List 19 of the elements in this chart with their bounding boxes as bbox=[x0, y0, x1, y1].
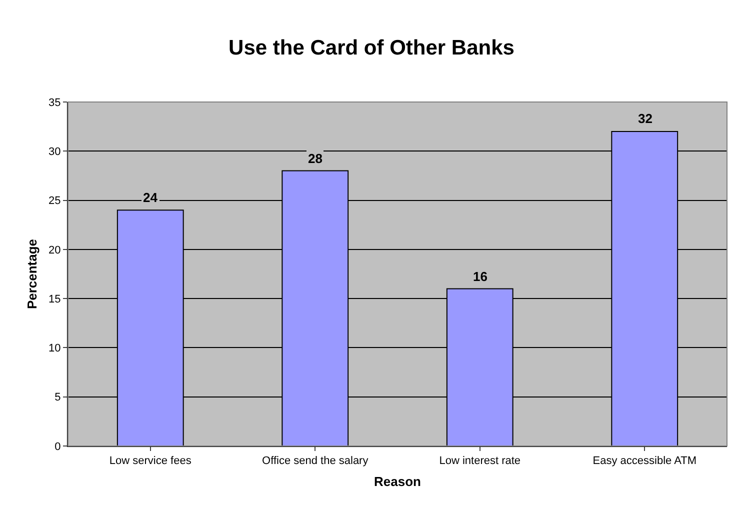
data-label: 28 bbox=[308, 151, 322, 166]
y-tick-label: 20 bbox=[48, 244, 61, 256]
x-axis-title: Reason bbox=[374, 474, 422, 489]
data-label: 24 bbox=[143, 190, 158, 205]
y-tick-label: 10 bbox=[48, 342, 61, 355]
x-tick-label: Low interest rate bbox=[439, 455, 521, 468]
y-tick-label: 0 bbox=[54, 440, 61, 453]
x-tick-label: Low service fees bbox=[109, 455, 192, 468]
chart-title: Use the Card of Other Banks bbox=[228, 36, 514, 60]
y-axis-title: Percentage bbox=[24, 238, 40, 310]
data-label: 32 bbox=[638, 111, 652, 126]
x-tick-label: Office send the salary bbox=[262, 455, 369, 468]
y-tick-label: 35 bbox=[48, 96, 61, 109]
y-tick-label: 30 bbox=[48, 146, 61, 158]
x-tick-label: Easy accessible ATM bbox=[592, 455, 696, 468]
y-tick-label: 25 bbox=[48, 195, 61, 208]
y-tick-label: 5 bbox=[54, 392, 61, 404]
data-label: 16 bbox=[473, 269, 488, 284]
y-tick-label: 15 bbox=[48, 293, 61, 306]
